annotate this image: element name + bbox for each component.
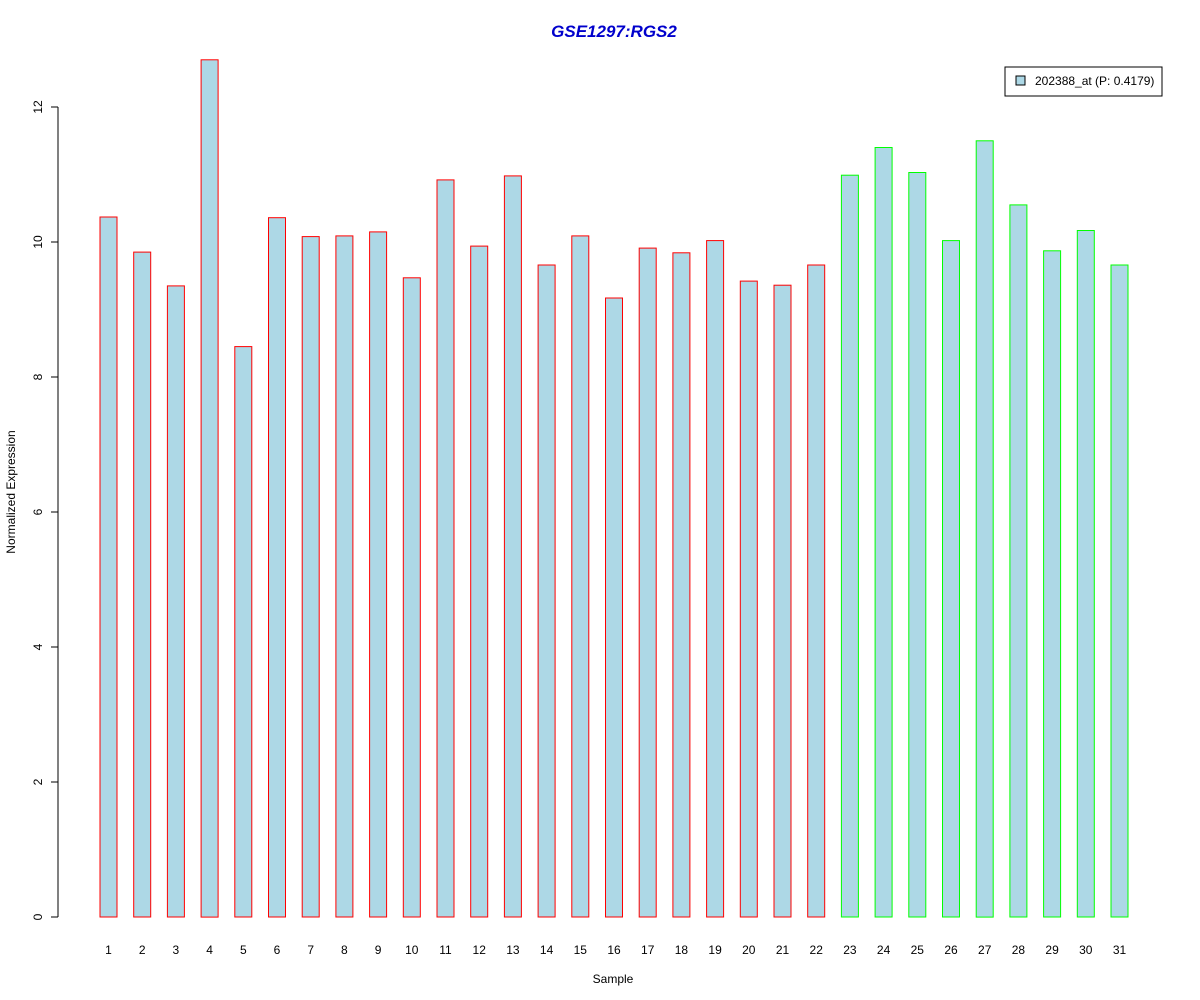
chart-title: GSE1297:RGS2: [551, 22, 677, 41]
bar-sample-28: [1009, 204, 1028, 918]
bar-sample-21: [773, 284, 792, 918]
y-tick-label: 10: [31, 235, 45, 249]
x-tick-label: 5: [240, 943, 247, 957]
x-tick-label: 7: [307, 943, 314, 957]
bar-sample-29: [1043, 250, 1062, 918]
x-tick-label: 20: [742, 943, 756, 957]
bars: [99, 59, 1129, 918]
x-tick-label: 10: [405, 943, 419, 957]
bar-sample-16: [605, 297, 623, 918]
x-tick-label: 18: [675, 943, 689, 957]
bar-sample-3: [166, 285, 185, 918]
y-axis: 0 2 4 6 8 10 12: [31, 100, 59, 920]
bar-sample-20: [739, 280, 758, 918]
x-tick-label: 13: [506, 943, 520, 957]
x-axis-labels: 1 2 3 4 5 6 7 8 9 10 11 12 13 14 15 16 17 18 19 20 21 22 23 24 2…: [105, 943, 1126, 957]
y-axis-label: Normalized Expression: [4, 430, 18, 553]
x-tick-label: 12: [473, 943, 487, 957]
x-tick-label: 11: [439, 943, 452, 957]
x-tick-label: 17: [641, 943, 655, 957]
x-tick-label: 4: [206, 943, 213, 957]
bar-sample-24: [874, 147, 893, 918]
bar-sample-8: [335, 235, 354, 918]
bar-sample-11: [436, 179, 455, 918]
y-tick-label: 12: [31, 100, 45, 114]
y-tick-label: 4: [31, 643, 45, 650]
x-tick-label: 22: [810, 943, 824, 957]
x-tick-label: 6: [274, 943, 281, 957]
bar-sample-18: [672, 252, 691, 918]
legend-label: 202388_at (P: 0.4179): [1035, 74, 1154, 88]
bar-sample-12: [470, 245, 489, 918]
bar-sample-22: [807, 264, 826, 918]
bar-sample-31: [1110, 264, 1129, 918]
x-tick-label: 3: [173, 943, 180, 957]
bar-sample-9: [369, 231, 388, 918]
bar-sample-15: [571, 235, 590, 918]
bar-sample-2: [133, 251, 152, 918]
bar-sample-4: [200, 59, 219, 918]
y-tick-label: 6: [31, 508, 45, 515]
x-tick-label: 15: [574, 943, 588, 957]
y-tick-label: 2: [31, 778, 45, 785]
bar-sample-7: [301, 236, 320, 918]
x-tick-label: 19: [708, 943, 722, 957]
x-tick-label: 31: [1113, 943, 1127, 957]
bar-sample-13: [503, 175, 522, 918]
x-tick-label: 27: [978, 943, 992, 957]
bar-sample-27: [975, 140, 994, 918]
bar-sample-23: [840, 174, 859, 918]
legend-swatch: [1015, 75, 1026, 86]
legend-box: [1004, 66, 1163, 97]
bar-sample-25: [908, 172, 927, 918]
bar-sample-19: [706, 240, 725, 918]
x-tick-label: 29: [1045, 943, 1059, 957]
legend: 202388_at (P: 0.4179): [1004, 66, 1163, 97]
x-tick-label: 1: [105, 943, 112, 957]
bar-sample-6: [268, 217, 286, 918]
bar-sample-17: [638, 247, 657, 918]
x-tick-label: 24: [877, 943, 891, 957]
bar-sample-14: [537, 264, 556, 918]
bar-sample-10: [402, 277, 421, 918]
x-tick-label: 26: [944, 943, 958, 957]
x-tick-label: 8: [341, 943, 348, 957]
bar-sample-1: [99, 216, 118, 918]
bar-sample-30: [1076, 230, 1095, 918]
bar-sample-26: [942, 240, 960, 918]
x-tick-label: 23: [843, 943, 857, 957]
x-tick-label: 30: [1079, 943, 1093, 957]
x-tick-label: 14: [540, 943, 554, 957]
x-tick-label: 9: [375, 943, 382, 957]
y-tick-label: 0: [31, 913, 45, 920]
x-axis-label: Sample: [593, 972, 634, 986]
bar-sample-5: [234, 346, 253, 918]
x-tick-label: 25: [911, 943, 925, 957]
x-tick-label: 21: [776, 943, 790, 957]
x-tick-label: 28: [1012, 943, 1026, 957]
x-tick-label: 16: [607, 943, 621, 957]
x-tick-label: 2: [139, 943, 146, 957]
y-tick-label: 8: [31, 373, 45, 380]
